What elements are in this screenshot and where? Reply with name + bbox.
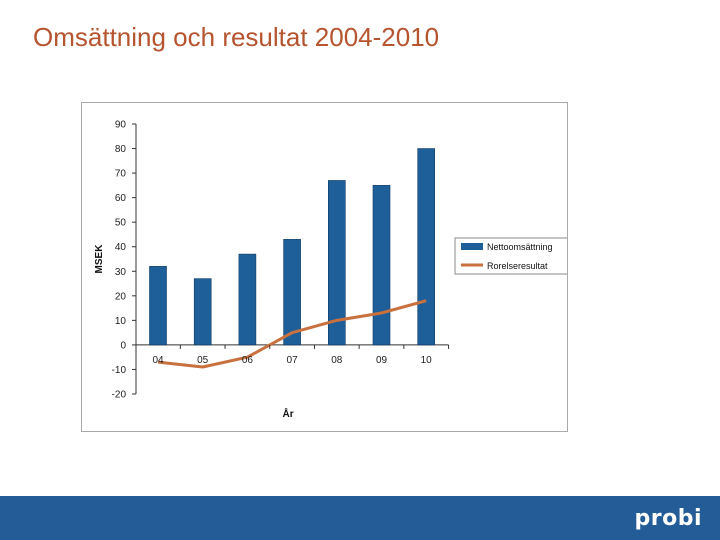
x-tick-label-06: 06 <box>242 355 254 366</box>
y-tick-label: -20 <box>112 390 127 401</box>
y-tick-label: 90 <box>115 120 127 131</box>
y-tick-label: 0 <box>120 340 126 351</box>
legend: Nettoomsättning Rorelseresultat <box>454 237 567 275</box>
legend-label-line: Rorelseresultat <box>487 261 548 271</box>
x-tick-label-10: 10 <box>421 355 433 366</box>
bar-06 <box>238 253 257 346</box>
legend-swatch-bar <box>461 243 483 250</box>
slide-title: Omsättning och resultat 2004-2010 <box>33 22 440 52</box>
probi-logo: probi <box>634 506 702 531</box>
bar-07 <box>283 239 301 346</box>
x-tick-label-07: 07 <box>287 355 299 366</box>
legend-label-bar: Nettoomsättning <box>487 242 553 252</box>
y-tick-label: 80 <box>115 144 127 155</box>
bar-10 <box>417 148 436 346</box>
bar-04 <box>149 266 167 346</box>
bar-05 <box>193 278 212 346</box>
x-tick-label-04: 04 <box>152 355 164 366</box>
y-tick-label: 40 <box>115 242 127 253</box>
y-ticks: 90 80 70 60 50 40 30 20 10 0 -10 -20 <box>112 120 136 401</box>
y-axis-title: MSEK <box>94 244 105 274</box>
x-ticks: 04 05 06 07 08 09 10 <box>152 344 450 366</box>
footer-bar: probi <box>0 496 720 540</box>
y-tick-label: 70 <box>115 169 127 180</box>
bars <box>149 148 436 346</box>
y-tick-label: 20 <box>115 291 127 302</box>
y-tick-label: 30 <box>115 267 127 278</box>
bar-08 <box>328 180 346 346</box>
x-axis-title: År <box>283 407 294 420</box>
y-tick-label: 10 <box>115 316 127 327</box>
chart-frame: 90 80 70 60 50 40 30 20 10 0 -10 -20 04 05 06 07 08 09 10… <box>81 102 568 432</box>
x-tick-label-08: 08 <box>331 355 343 366</box>
x-tick-label-05: 05 <box>197 355 209 366</box>
y-tick-label: 60 <box>115 193 127 204</box>
chart: 90 80 70 60 50 40 30 20 10 0 -10 -20 04 05 06 07 08 09 10… <box>94 120 567 420</box>
bar-09 <box>372 185 391 346</box>
x-tick-label-09: 09 <box>376 355 388 366</box>
y-tick-label: -10 <box>112 365 127 376</box>
y-tick-label: 50 <box>115 218 127 229</box>
series-line-rorelseresultat <box>157 299 427 369</box>
